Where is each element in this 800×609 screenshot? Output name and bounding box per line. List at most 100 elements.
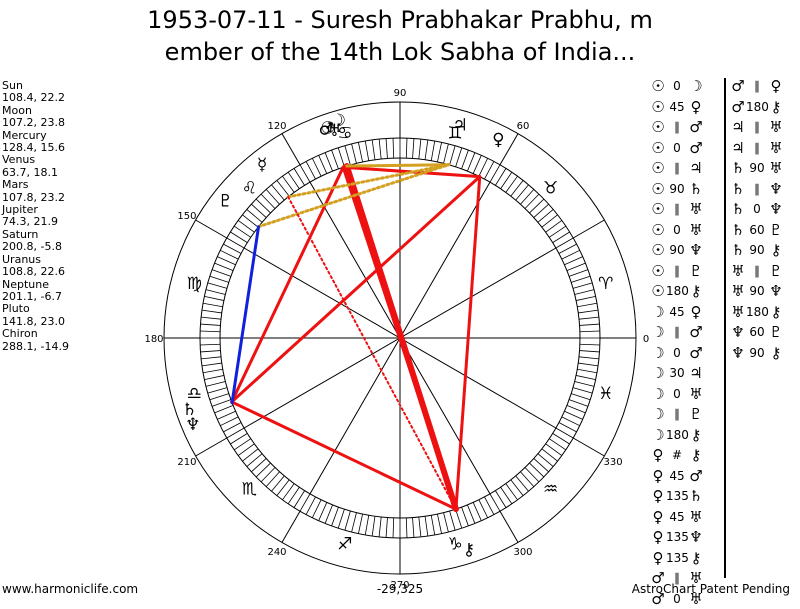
degree-label: 330 [603, 457, 622, 468]
degree-label: 300 [513, 547, 532, 558]
degree-tick [462, 150, 469, 169]
degree-tick [419, 139, 421, 159]
degree-tick [562, 417, 580, 426]
degree-tick [352, 144, 357, 163]
aspect-line [456, 177, 480, 509]
degree-tick [580, 351, 600, 352]
zodiac-sign-icon: ♉ [543, 178, 558, 198]
planet-glyph-icon: ♂ [730, 77, 746, 95]
zodiac-sign-icon: ♏ [242, 480, 257, 500]
aspect-symbol: 90 [746, 243, 768, 257]
degree-tick [580, 344, 600, 345]
degree-tick [386, 138, 387, 158]
planet-mercury-icon: ☿ [257, 155, 267, 175]
degree-tick [406, 138, 407, 158]
degree-tick [200, 324, 220, 325]
degree-tick [575, 382, 594, 387]
degree-tick [201, 317, 221, 319]
degree-tick [413, 138, 414, 158]
degree-tick [312, 158, 321, 176]
aspect-symbol: 0 [666, 223, 688, 237]
planet-glyph-icon: ⚷ [688, 549, 704, 567]
degree-tick [578, 310, 598, 313]
col2-aspect-row: ♄0♆ [730, 199, 800, 220]
degree-tick [444, 513, 449, 532]
degree-tick [203, 303, 223, 306]
degree-tick [220, 250, 238, 259]
degree-tick [577, 369, 597, 372]
planet-glyph-icon: ☉ [650, 200, 666, 218]
aspect-symbol: ∥ [666, 120, 688, 134]
planet-glyph-icon: ♀ [768, 77, 784, 95]
col1-aspect-row: ☉∥♇ [650, 261, 722, 282]
degree-tick [379, 517, 381, 537]
degree-tick [437, 514, 441, 534]
aspect-symbol: 45 [666, 305, 688, 319]
planet-glyph-icon: ♃ [730, 139, 746, 157]
planet-glyph-icon: ⚷ [688, 282, 704, 300]
planet-glyph-icon: ♆ [730, 323, 746, 341]
degree-label: 0 [643, 334, 649, 345]
degree-tick [352, 513, 357, 532]
aspect-symbol: ∥ [746, 120, 768, 134]
degree-tick [444, 144, 449, 163]
degree-tick [479, 500, 488, 518]
planet-glyph-icon: ⚷ [768, 241, 784, 259]
planet-glyph-icon: ☽ [650, 405, 666, 423]
degree-tick [217, 411, 235, 419]
planet-glyph-icon: ♇ [688, 405, 704, 423]
col1-aspect-row: ☉90♄ [650, 179, 722, 200]
degree-tick [425, 140, 428, 160]
planet-glyph-icon: ♆ [768, 200, 784, 218]
aspect-symbol: 90 [666, 182, 688, 196]
aspect-symbol: ∥ [666, 202, 688, 216]
degree-tick [419, 517, 421, 537]
planet-glyph-icon: ☽ [650, 344, 666, 362]
planet-glyph-icon: ♄ [688, 180, 704, 198]
planet-glyph-icon: ♀ [650, 549, 666, 567]
aspect-symbol: ∥ [746, 264, 768, 278]
planet-glyph-icon: ☉ [650, 159, 666, 177]
degree-tick [573, 388, 592, 394]
degree-tick [569, 270, 588, 277]
degree-tick [579, 357, 599, 359]
col2-aspect-row: ♆60♇ [730, 322, 800, 343]
degree-tick [372, 516, 375, 536]
degree-tick [210, 276, 229, 282]
aspect-symbol: 90 [746, 346, 768, 360]
planet-glyph-icon: ☉ [650, 98, 666, 116]
aspect-symbol: 0 [666, 79, 688, 93]
degree-tick [215, 405, 234, 412]
degree-tick [413, 518, 414, 538]
aspect-symbol: 0 [746, 202, 768, 216]
planet-venus-icon: ♀ [492, 130, 504, 150]
planet-glyph-icon: ♅ [730, 303, 746, 321]
degree-tick [569, 400, 588, 407]
degree-tick [332, 150, 339, 169]
col1-aspect-row: ☉∥♅ [650, 199, 722, 220]
col2-aspect-row: ♃∥♅ [730, 117, 800, 138]
planet-glyph-icon: ♄ [730, 180, 746, 198]
degree-tick [203, 369, 223, 372]
planet-glyph-icon: ♅ [688, 221, 704, 239]
aspect-symbol: 180 [666, 284, 688, 298]
sign-divider [282, 511, 300, 542]
aspect-symbol: 30 [666, 366, 688, 380]
col2-aspect-row: ♅∥♇ [730, 261, 800, 282]
degree-tick [206, 290, 225, 295]
degree-tick [200, 351, 220, 352]
planet-glyph-icon: ☉ [650, 241, 666, 259]
website-link[interactable]: www.harmoniclife.com [2, 582, 138, 596]
planet-glyph-icon: ☉ [650, 221, 666, 239]
aspect-line [232, 177, 480, 402]
aspect-symbol: 135 [666, 530, 688, 544]
degree-tick [386, 518, 387, 538]
col1-aspect-row: ☉0♂ [650, 138, 722, 159]
degree-tick [200, 331, 220, 332]
planet-glyph-icon: ♀ [688, 303, 704, 321]
col1-aspect-row: ☉∥♃ [650, 158, 722, 179]
degree-tick [200, 344, 220, 345]
degree-tick [456, 148, 462, 167]
col1-aspect-row: ♀45♂ [650, 466, 722, 487]
col2-aspect-row: ♄90♅ [730, 158, 800, 179]
